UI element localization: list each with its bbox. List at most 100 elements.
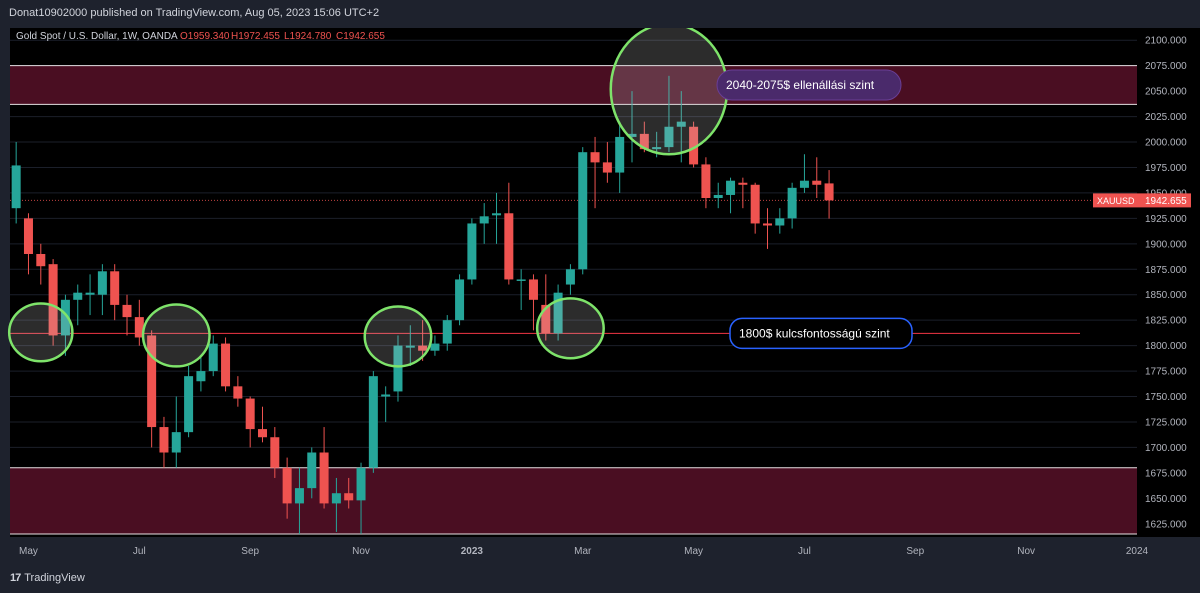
candle-body [812, 180, 822, 185]
candle-body [479, 216, 489, 224]
highlight-circle [141, 303, 211, 368]
candle-body [578, 152, 588, 270]
overlays: 2040-2075$ ellenállási szint 1800$ kulcsf… [7, 28, 913, 368]
candle-body [615, 136, 625, 173]
candle-body [134, 317, 144, 338]
x-tick-label: Nov [1017, 546, 1035, 557]
y-tick-label: 1750.000 [1145, 392, 1187, 403]
ohlc-low: L1924.780 [284, 31, 332, 42]
y-tick-label: 1675.000 [1145, 468, 1187, 479]
candle-body [294, 488, 304, 504]
x-tick-label: Sep [241, 546, 259, 557]
candle-body [442, 320, 452, 344]
candle-body [245, 398, 255, 430]
y-tick-label: 1725.000 [1145, 417, 1187, 428]
candle-body [787, 187, 797, 219]
symbol-tag-label: XAUUSD [1097, 196, 1135, 206]
y-tick-label: 2025.000 [1145, 112, 1187, 123]
candle-body [455, 279, 465, 321]
symbol-name: Gold Spot / U.S. Dollar, 1W, OANDA [16, 31, 178, 42]
highlight-circle [609, 28, 729, 156]
candles [11, 75, 834, 534]
candle-body [147, 335, 157, 428]
support-label: 1800$ kulcsfontosságú szint [739, 326, 890, 340]
candle-body [60, 299, 70, 336]
candle-body [85, 292, 95, 295]
candle-body [331, 493, 341, 504]
candle-body [208, 343, 218, 372]
candle-body [824, 183, 834, 201]
y-tick-label: 1700.000 [1145, 443, 1187, 454]
axes: 1625.000 1650.000 1675.000 1700.000 1725.000… [0, 36, 1200, 563]
tradingview-brand-label: TradingView [24, 572, 85, 584]
y-tick-label: 1650.000 [1145, 494, 1187, 505]
candle-body [639, 133, 649, 150]
candle-body [344, 493, 354, 501]
resistance-label: 2040-2075$ ellenállási szint [726, 78, 875, 92]
x-tick-label: 2024 [1126, 546, 1149, 557]
zones [10, 65, 1137, 535]
support-label-box [729, 317, 913, 350]
candle-body [48, 264, 58, 336]
x-tick-label: Sep [906, 546, 924, 557]
price-axis-background [1137, 28, 1200, 537]
ohlc-open: O1959.340 [180, 31, 230, 42]
y-tick-label: 2100.000 [1145, 36, 1187, 47]
candle-body [775, 218, 785, 226]
candle-body [282, 467, 292, 504]
y-tick-label: 1925.000 [1145, 214, 1187, 225]
candle-body [319, 452, 329, 504]
y-tick-label: 1975.000 [1145, 163, 1187, 174]
y-tick-label: 1625.000 [1145, 519, 1187, 530]
candle-body [122, 304, 132, 318]
candle-body [270, 437, 280, 468]
candle-body [627, 133, 637, 137]
candle-body [184, 376, 194, 433]
publisher-bar: Donat10902000 published on TradingView.c… [0, 0, 1200, 28]
x-tick-label: May [684, 546, 703, 557]
candle-body [738, 182, 748, 185]
candle-body [356, 467, 366, 501]
candle-body [664, 126, 674, 148]
ohlc-high: H1972.455 [231, 31, 280, 42]
candle-body [196, 371, 206, 382]
highlight-circle [7, 302, 74, 363]
candle-body [701, 164, 711, 199]
candle-body [652, 147, 662, 150]
candle-body [97, 271, 107, 295]
x-tick-label: 2023 [461, 546, 484, 557]
y-tick-label: 2050.000 [1145, 87, 1187, 98]
candle-body [257, 429, 267, 438]
highlight-circle [535, 297, 605, 360]
candle-body [762, 223, 772, 226]
y-tick-label: 1900.000 [1145, 239, 1187, 250]
x-tick-label: May [19, 546, 38, 557]
ohlc-close: C1942.655 [336, 31, 385, 42]
price-zone [10, 467, 1137, 534]
candle-body [110, 271, 120, 305]
candle-body [541, 304, 551, 334]
candle-body [565, 269, 575, 285]
footer: 17 TradingView [0, 563, 1200, 593]
candle-body [676, 121, 686, 127]
candle-body [405, 345, 415, 348]
candle-body [221, 343, 231, 387]
candle-body [590, 152, 600, 163]
publisher-text: Donat10902000 published on TradingView.c… [9, 7, 380, 19]
candle-body [799, 180, 809, 188]
candle-body [418, 345, 428, 351]
candle-body [368, 376, 378, 468]
x-tick-label: Jul [133, 546, 146, 557]
candle-body [36, 253, 46, 267]
candle-body [393, 345, 403, 392]
candle-body [381, 394, 391, 397]
tradingview-brand[interactable]: 17 TradingView [10, 572, 85, 584]
highlight-circle [363, 305, 433, 368]
candle-body [171, 432, 181, 453]
y-tick-label: 1850.000 [1145, 290, 1187, 301]
x-tick-label: Nov [352, 546, 370, 557]
candle-body [750, 184, 760, 224]
gold-weekly-chart[interactable]: 2040-2075$ ellenállási szint 1800$ kulcsf… [0, 28, 1200, 563]
y-tick-label: 2075.000 [1145, 61, 1187, 72]
symbol-tag-box [1093, 193, 1137, 208]
